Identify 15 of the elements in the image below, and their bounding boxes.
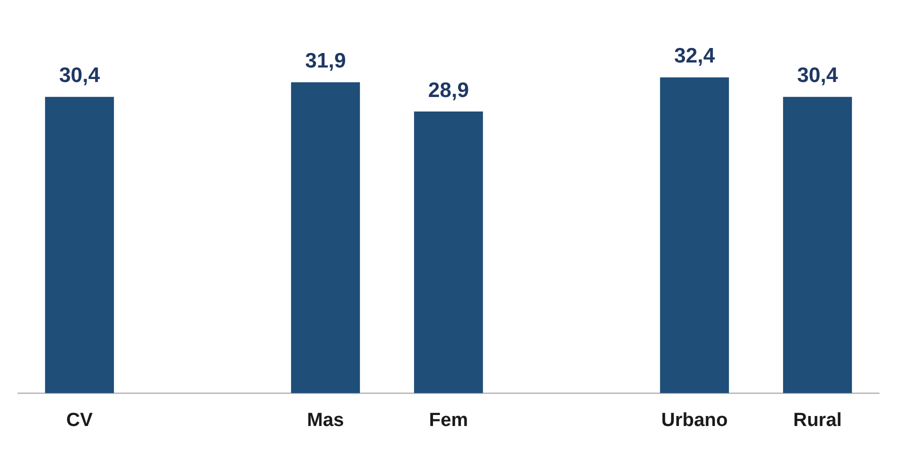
data-label: 30,4 (59, 64, 100, 88)
bar (291, 82, 360, 394)
bar (660, 77, 729, 394)
x-tick-label: Mas (307, 410, 344, 431)
data-label: 31,9 (305, 50, 346, 73)
x-tick-label: CV (66, 410, 94, 431)
data-label: 28,9 (428, 78, 469, 102)
bar (414, 111, 483, 394)
data-label: 30,4 (797, 64, 838, 88)
data-label: 32,4 (674, 44, 716, 68)
x-tick-label: Urbano (661, 410, 728, 431)
bar (45, 96, 114, 394)
bar (783, 96, 852, 394)
x-tick-label: Fem (428, 410, 468, 431)
x-tick-label: Rural (793, 410, 842, 431)
